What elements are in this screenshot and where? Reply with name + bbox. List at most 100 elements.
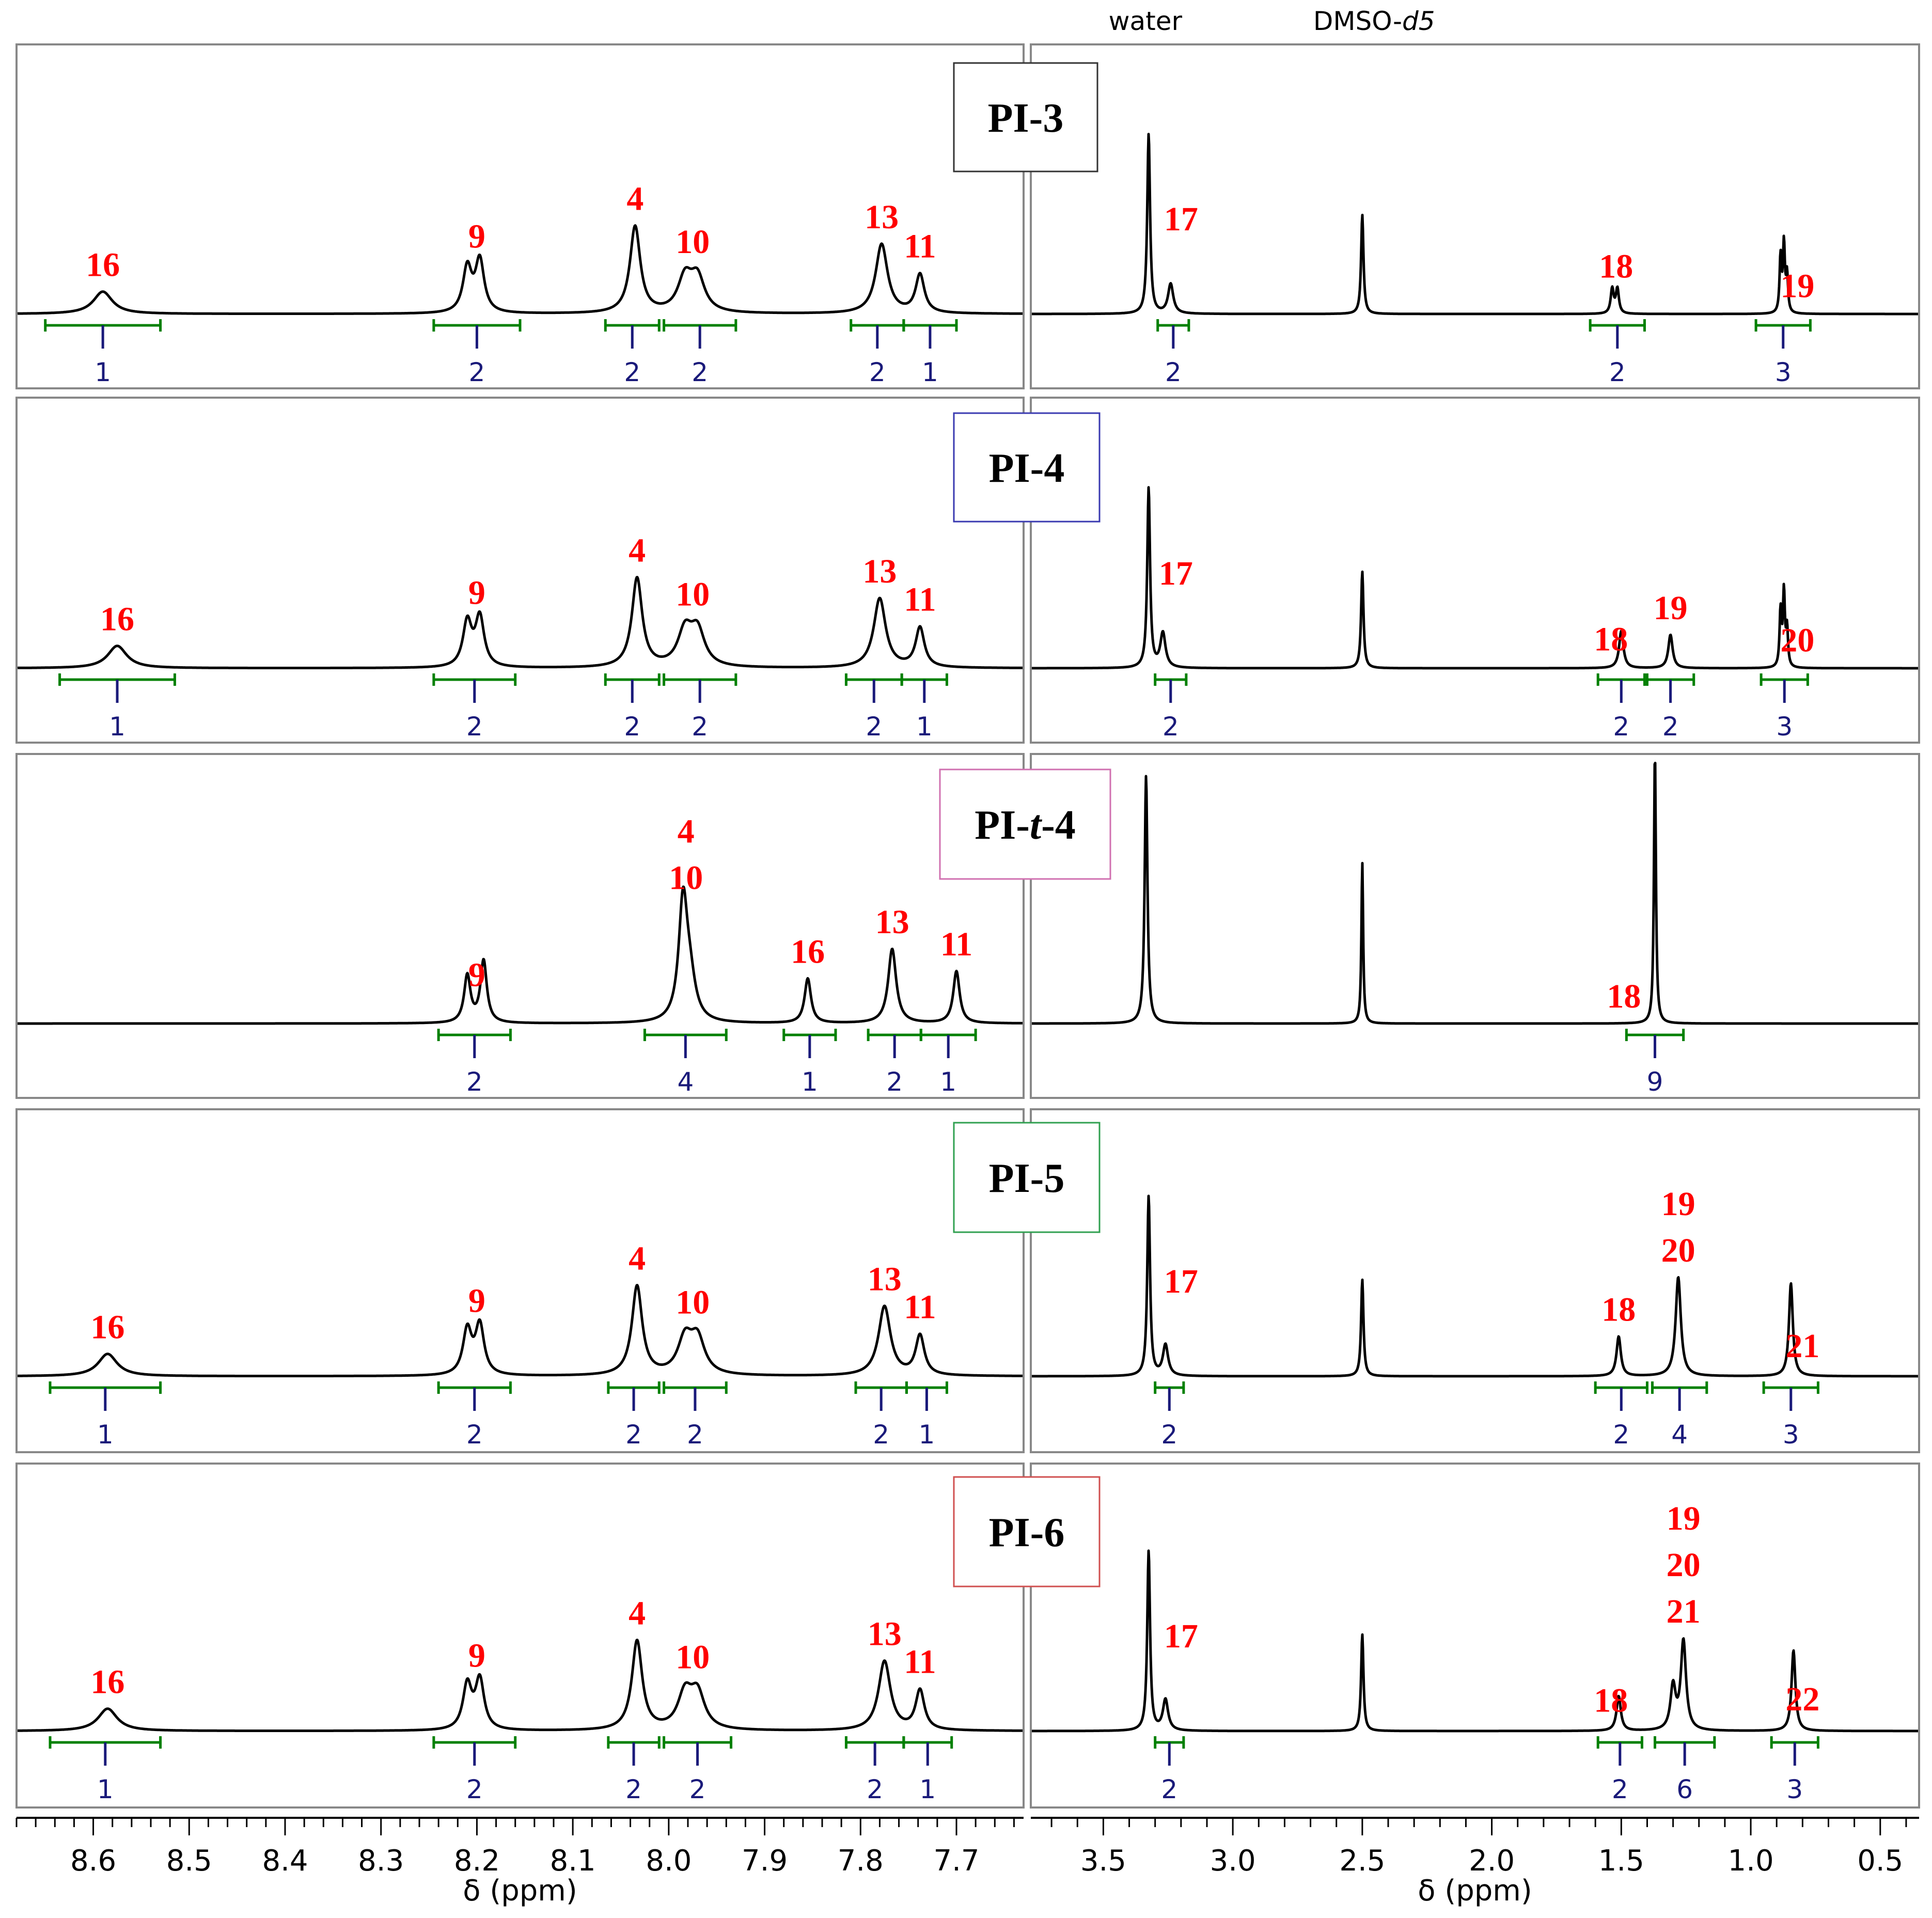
peak-label-text: 10 <box>676 576 710 614</box>
sample-name-text: PI- <box>975 803 1030 848</box>
peak-label-13: 13 <box>868 1261 902 1298</box>
integral-value: 2 <box>1165 357 1182 387</box>
peak-label-text: 19 <box>1780 268 1814 305</box>
peak-label-13: 13 <box>865 198 899 236</box>
spectrum-trace-left <box>17 576 1024 669</box>
peak-label-20: 20 <box>1780 621 1814 659</box>
integral-value: 6 <box>1676 1774 1693 1804</box>
integral-left-3: 2 <box>663 319 737 387</box>
axis-title: δ (ppm) <box>1418 1874 1532 1908</box>
panel-frame-left <box>15 1463 1025 1809</box>
integral-right-8: 6 <box>1654 1736 1716 1804</box>
peak-label-text: 18 <box>1599 248 1633 286</box>
panel-frame-left <box>15 753 1025 1099</box>
tick-label: 8.3 <box>358 1844 404 1878</box>
integral-right-9: 3 <box>1760 673 1809 742</box>
integral-right-9: 3 <box>1762 1381 1819 1450</box>
peak-label-text: 11 <box>904 1288 936 1326</box>
peak-label-18: 18 <box>1599 248 1633 286</box>
tick-label: 8.4 <box>262 1844 308 1878</box>
peak-label-17: 17 <box>1164 1617 1198 1655</box>
peak-label-text: 17 <box>1164 1617 1198 1655</box>
sample-name-box <box>953 1122 1101 1233</box>
peak-label-text: 18 <box>1601 1291 1636 1329</box>
peak-label-text: 16 <box>90 1309 124 1346</box>
integral-value: 2 <box>866 712 882 742</box>
peak-label-text: 19 <box>1654 589 1688 627</box>
integral-left-4: 2 <box>854 1381 908 1450</box>
integral-value: 2 <box>466 1420 483 1450</box>
solvent-labels: water DMSO-d5 <box>1109 6 1435 36</box>
tick-label: 8.6 <box>70 1844 116 1878</box>
integral-value: 9 <box>1647 1067 1663 1097</box>
peak-label-17: 17 <box>1159 555 1193 592</box>
peak-label-13: 13 <box>875 903 909 941</box>
integral-value: 2 <box>886 1067 903 1097</box>
integral-left-3: 2 <box>663 673 737 742</box>
peak-label-9: 9 <box>468 574 485 611</box>
sample-name: PI-6 <box>989 1510 1065 1555</box>
tick-label: 2.0 <box>1469 1844 1515 1878</box>
peak-label-4-10: 410 <box>669 813 703 897</box>
peak-label-10: 10 <box>676 1639 710 1676</box>
peak-label-16: 16 <box>90 1663 124 1701</box>
peak-label-4: 4 <box>629 531 646 569</box>
peak-label-text: 4 <box>629 1239 646 1277</box>
integral-value: 1 <box>919 1420 935 1450</box>
spectrum-trace-right <box>1031 762 1919 1025</box>
peak-label-text: 17 <box>1164 200 1198 238</box>
integral-left-5: 1 <box>905 1381 948 1450</box>
water-label: water <box>1109 6 1183 36</box>
peak-label-text: 13 <box>875 903 909 941</box>
peak-label-text: 13 <box>865 198 899 236</box>
peak-label-text: 9 <box>468 574 485 611</box>
integral-value: 3 <box>1783 1420 1799 1450</box>
peak-label-18: 18 <box>1594 1682 1628 1720</box>
integral-right-8: 4 <box>1651 1381 1708 1450</box>
panel-frame-left <box>15 397 1025 744</box>
integral-value: 2 <box>692 357 708 387</box>
panel-frame-right <box>1030 1108 1920 1453</box>
tick-label: 8.2 <box>454 1844 500 1878</box>
panel-frame-right <box>1030 753 1920 1099</box>
peak-label-text: 4 <box>678 813 695 851</box>
dmso-label-italic: d5 <box>1402 6 1435 36</box>
integral-value: 1 <box>919 1774 936 1804</box>
integral-value: 2 <box>687 1420 703 1450</box>
integral-value: 2 <box>692 712 708 742</box>
peak-label-text: 13 <box>868 1615 902 1653</box>
peak-label-22: 22 <box>1785 1680 1819 1718</box>
integral-right-6: 2 <box>1154 1736 1185 1804</box>
dmso-label: DMSO-d5 <box>1313 6 1435 36</box>
peak-label-text: 4 <box>629 1594 646 1632</box>
peak-label-text: 16 <box>791 933 825 970</box>
peak-label-text: 20 <box>1667 1546 1701 1584</box>
integral-value: 1 <box>97 1420 114 1450</box>
integral-right-7: 2 <box>1594 1381 1648 1450</box>
peak-label-text: 18 <box>1594 1682 1628 1720</box>
peak-label-17: 17 <box>1164 200 1198 238</box>
integral-value: 1 <box>940 1067 956 1097</box>
integral-value: 2 <box>1161 1774 1177 1804</box>
peak-label-19: 19 <box>1654 589 1688 627</box>
spectrum-trace-right <box>1031 1549 1919 1733</box>
peak-label-4: 4 <box>629 1239 646 1277</box>
peak-label-text: 20 <box>1661 1232 1695 1269</box>
integral-value: 1 <box>109 712 125 742</box>
integral-left-4: 1 <box>919 1029 977 1097</box>
peak-label-19-20-21: 19 20 21 <box>1667 1500 1701 1630</box>
peak-label-text: 11 <box>904 228 936 265</box>
peak-label-text: 11 <box>904 1643 936 1681</box>
integral-left-3: 2 <box>663 1381 728 1450</box>
sample-name-tail: -4 <box>1041 803 1076 848</box>
peak-label-18: 18 <box>1607 978 1641 1015</box>
integral-left-0: 1 <box>58 673 176 742</box>
peak-label-text: 16 <box>90 1663 124 1701</box>
integral-value: 2 <box>689 1774 706 1804</box>
integral-left-2: 2 <box>607 1736 661 1804</box>
integral-value: 2 <box>624 712 640 742</box>
peak-label-13: 13 <box>868 1615 902 1653</box>
